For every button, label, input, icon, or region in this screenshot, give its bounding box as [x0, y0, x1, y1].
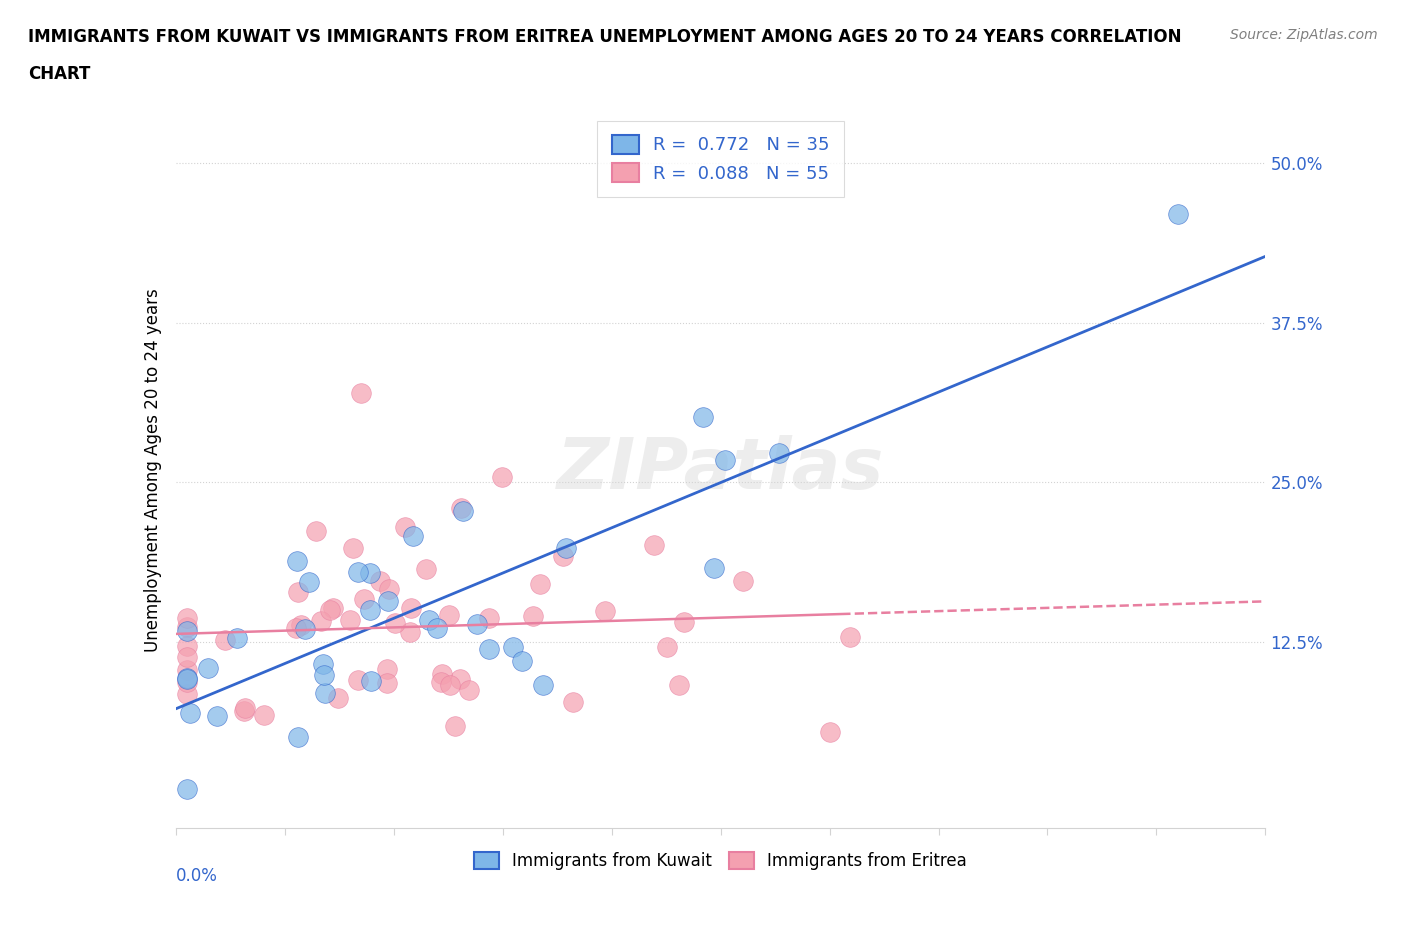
Point [478, 611, 501, 626]
Point [714, 452, 737, 467]
Point [176, 663, 198, 678]
Point [430, 674, 453, 689]
Point [284, 620, 307, 635]
Point [643, 538, 665, 553]
Point [839, 630, 862, 644]
Point [294, 621, 316, 636]
Point [347, 565, 370, 579]
Point [437, 607, 460, 622]
Point [339, 613, 361, 628]
Point [176, 619, 198, 634]
Point [314, 668, 336, 683]
Point [529, 577, 551, 591]
Point [398, 624, 420, 639]
Text: CHART: CHART [28, 65, 90, 83]
Point [353, 591, 375, 606]
Point [287, 553, 309, 568]
Point [478, 642, 501, 657]
Point [309, 614, 332, 629]
Point [465, 617, 488, 631]
Text: IMMIGRANTS FROM KUWAIT VS IMMIGRANTS FROM ERITREA UNEMPLOYMENT AMONG AGES 20 TO : IMMIGRANTS FROM KUWAIT VS IMMIGRANTS FRO… [28, 28, 1181, 46]
Point [232, 703, 254, 718]
Point [402, 528, 425, 543]
Point [426, 620, 449, 635]
Point [377, 593, 399, 608]
Point [322, 600, 344, 615]
Point [733, 574, 755, 589]
Point [328, 691, 350, 706]
Point [233, 701, 256, 716]
Point [176, 675, 198, 690]
Point [491, 470, 513, 485]
Point [555, 540, 578, 555]
Point [668, 677, 690, 692]
Point [342, 540, 364, 555]
Point [415, 561, 437, 576]
Legend: Immigrants from Kuwait, Immigrants from Eritrea: Immigrants from Kuwait, Immigrants from … [467, 845, 974, 877]
Y-axis label: Unemployment Among Ages 20 to 24 years: Unemployment Among Ages 20 to 24 years [143, 287, 162, 652]
Point [818, 724, 841, 739]
Point [375, 675, 398, 690]
Point [449, 671, 471, 686]
Point [176, 610, 198, 625]
Point [176, 687, 198, 702]
Point [290, 618, 312, 632]
Point [562, 695, 585, 710]
Point [368, 574, 391, 589]
Point [657, 640, 679, 655]
Point [451, 503, 474, 518]
Point [314, 685, 336, 700]
Point [443, 719, 465, 734]
Point [287, 584, 309, 599]
Text: Source: ZipAtlas.com: Source: ZipAtlas.com [1230, 28, 1378, 42]
Point [176, 671, 198, 685]
Point [450, 501, 472, 516]
Point [319, 603, 342, 618]
Point [1167, 206, 1189, 221]
Point [394, 520, 416, 535]
Point [197, 660, 219, 675]
Point [176, 782, 198, 797]
Point [375, 661, 398, 676]
Point [305, 524, 328, 538]
Point [531, 678, 554, 693]
Point [553, 549, 575, 564]
Point [179, 706, 201, 721]
Point [298, 575, 321, 590]
Point [350, 386, 373, 401]
Point [418, 612, 440, 627]
Point [176, 623, 198, 638]
Point [253, 708, 276, 723]
Point [384, 615, 406, 630]
Point [359, 565, 381, 580]
Point [378, 581, 401, 596]
Point [703, 561, 725, 576]
Point [226, 631, 249, 645]
Point [205, 708, 228, 723]
Point [176, 649, 198, 664]
Point [768, 446, 790, 461]
Point [502, 639, 524, 654]
Point [672, 615, 695, 630]
Point [692, 409, 714, 424]
Point [176, 639, 198, 654]
Point [347, 672, 370, 687]
Point [287, 729, 309, 744]
Point [522, 609, 544, 624]
Point [359, 603, 381, 618]
Point [595, 604, 617, 618]
Point [439, 678, 461, 693]
Point [399, 601, 422, 616]
Point [360, 673, 382, 688]
Point [457, 683, 479, 698]
Point [312, 657, 335, 671]
Point [430, 666, 453, 681]
Point [510, 653, 533, 668]
Text: 0.0%: 0.0% [176, 867, 218, 885]
Point [176, 671, 198, 686]
Point [214, 632, 236, 647]
Text: ZIPatlas: ZIPatlas [557, 435, 884, 504]
